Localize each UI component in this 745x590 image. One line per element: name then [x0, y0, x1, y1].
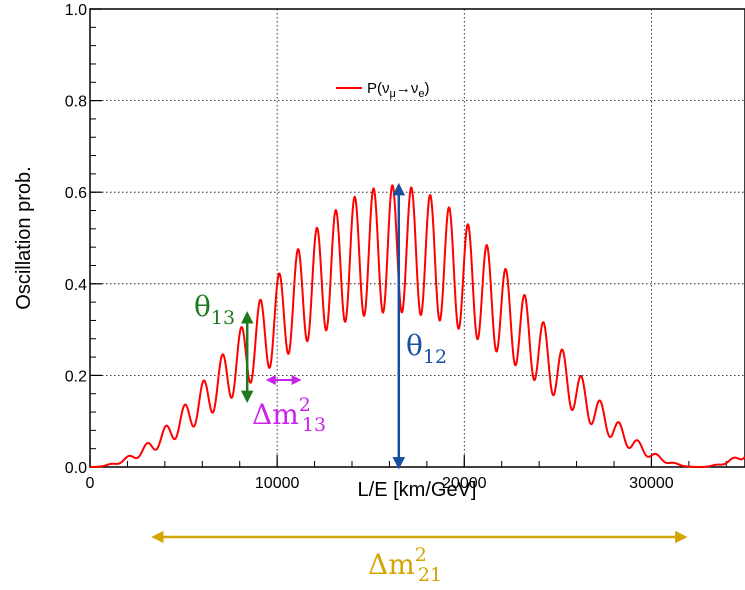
dm13-annotation: Δm2 13	[252, 374, 326, 436]
y-axis-title: Oscillation prob.	[13, 166, 35, 309]
grid	[90, 9, 745, 467]
theta13-label: θ13	[194, 290, 235, 329]
dm21-annotation: Δm2 21	[151, 530, 688, 586]
x-tick-label: 20000	[442, 475, 487, 492]
axis-ticks	[89, 8, 727, 468]
tick-labels: 0.0 0.2 0.4 0.6 0.8 1.0 0 10000 20000 30000	[65, 2, 674, 492]
y-tick-label: 0.2	[65, 368, 87, 385]
theta13-annotation: θ13	[194, 290, 254, 404]
y-tick-label: 0.4	[65, 277, 87, 294]
legend: P(νμ→νe)	[336, 80, 429, 100]
theta12-label: θ12	[406, 329, 447, 368]
x-tick-label: 30000	[629, 475, 674, 492]
y-tick-label: 0.8	[65, 94, 87, 111]
series-line-p-numu-nue	[90, 184, 745, 468]
dm13-label: Δm2 13	[252, 394, 326, 436]
theta12-annotation: θ12	[392, 182, 447, 470]
x-axis-title: L/E [km/GeV]	[358, 479, 477, 501]
y-tick-label: 1.0	[65, 2, 87, 19]
y-tick-label: 0.0	[65, 460, 87, 477]
x-tick-label: 10000	[255, 475, 300, 492]
annotations: θ13 Δm2 13 θ12 Δm2 21	[151, 182, 688, 586]
plot-frame	[89, 8, 745, 468]
y-tick-label: 0.6	[65, 185, 87, 202]
legend-label: P(νμ→νe)	[367, 80, 429, 100]
x-tick-label: 0	[86, 475, 95, 492]
dm21-label: Δm2 21	[368, 544, 442, 586]
